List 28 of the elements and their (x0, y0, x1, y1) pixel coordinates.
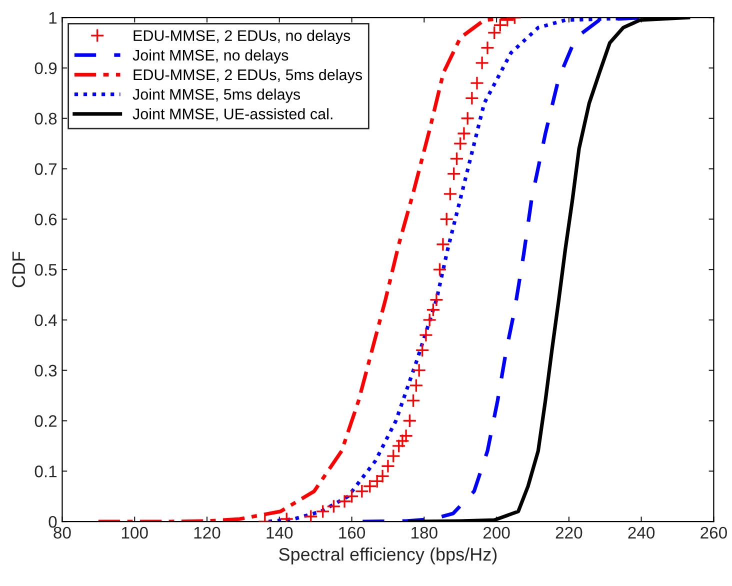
y-tick-label: 0.2 (34, 415, 57, 427)
legend-label: EDU-MMSE, 2 EDUs, 5ms delays (134, 68, 362, 84)
legend-label: EDU-MMSE, 2 EDUs, no delays (134, 30, 350, 44)
legend-label: Joint MMSE, UE-assisted cal. (132, 108, 332, 122)
y-tick-label: 1 (49, 12, 57, 24)
x-tick-label: 80 (54, 526, 71, 539)
legend-label: Joint MMSE, 5ms delays (132, 88, 300, 103)
x-tick-label: 260 (700, 526, 727, 539)
y-tick-label: 0 (48, 516, 57, 528)
x-tick-label: 140 (266, 526, 293, 539)
x-tick-label: 100 (122, 526, 148, 539)
y-tick-label: 0.1 (34, 466, 57, 478)
x-tick-label: 220 (556, 526, 582, 539)
x-tick-label: 180 (412, 526, 438, 539)
y-tick-label: 0.5 (34, 264, 57, 276)
legend-label: Joint MMSE, no delays (132, 49, 288, 64)
y-tick-label: 0.8 (34, 112, 57, 125)
y-tick-label: 0.6 (34, 214, 57, 226)
y-tick-label: 0.9 (34, 62, 57, 74)
y-tick-label: 0.7 (34, 163, 57, 175)
y-tick-label: 0.4 (34, 314, 57, 326)
x-tick-label: 200 (483, 526, 510, 539)
y-axis-title: CDF (12, 252, 26, 288)
x-axis-title: Spectral efficiency (bps/Hz) (279, 547, 497, 564)
y-tick-label: 0.3 (34, 364, 57, 377)
x-tick-label: 240 (628, 526, 655, 539)
x-tick-label: 160 (339, 526, 366, 539)
x-tick-label: 120 (194, 526, 220, 539)
